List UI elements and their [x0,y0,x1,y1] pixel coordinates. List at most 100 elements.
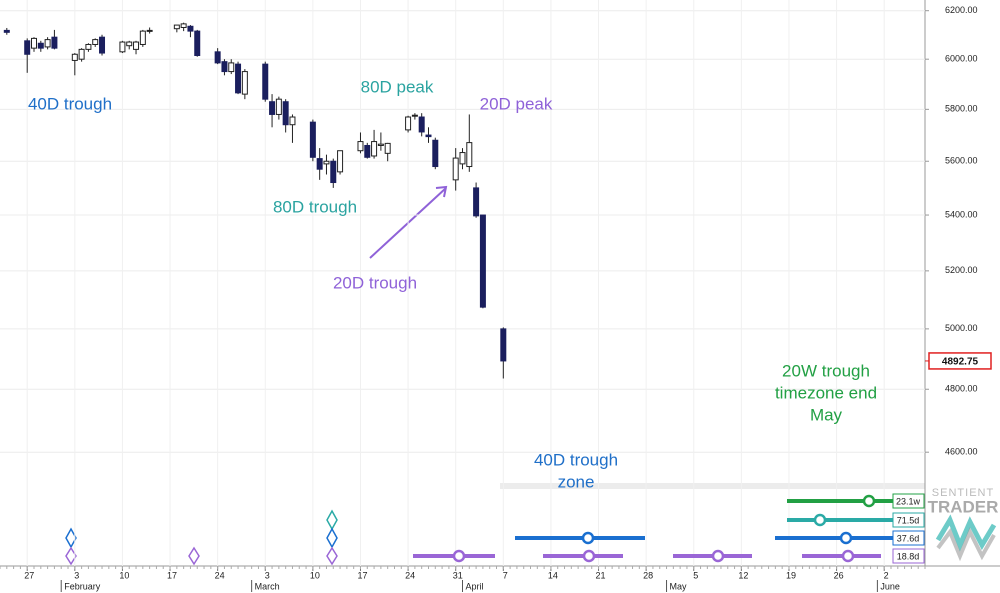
annotation: 20D trough [333,273,417,292]
y-tick-label: 6000.00 [945,54,978,64]
cycle-label: 37.6d [897,533,920,543]
x-tick-label: 5 [693,570,698,580]
cycle-center [711,549,725,563]
cycle-center [841,549,855,563]
candle-body [309,121,316,158]
last-price-box [928,352,992,370]
candle-body [194,30,201,57]
annotation: zone [558,472,595,491]
logo-line1: SENTIENT [932,487,994,499]
candle-body [432,139,439,168]
y-tick-label: 4600.00 [945,447,978,457]
candle-body [500,328,507,362]
candle-body [139,30,146,45]
candle-body [133,41,140,50]
x-tick-label: 12 [738,570,748,580]
diamond [326,546,338,566]
candle-body [228,62,235,73]
x-tick-label: 24 [405,570,415,580]
candle-body [364,144,371,158]
candle-body [473,187,480,217]
month-label: April [466,581,484,591]
month-label: June [880,581,900,591]
candle-body [119,41,126,53]
x-tick-label: 24 [215,570,225,580]
month-label: March [255,581,280,591]
x-tick-label: 19 [786,570,796,580]
month-label: May [670,581,688,591]
candle-body [146,29,153,32]
cycle-center [813,513,827,527]
candle-body [214,51,221,64]
cycle-center [862,494,876,508]
candle-body [466,142,473,168]
cycle-center [452,549,466,563]
cycle-label: 23.1w [896,496,921,506]
candle-body [92,39,99,45]
annotation: 20D peak [480,94,553,113]
cycle-label-box [892,548,925,564]
candle-body [337,150,344,173]
logo-line2: TRADER [928,497,999,516]
candle-body [452,157,459,181]
candle-body [71,53,78,61]
cycle-label: 18.8d [897,551,920,561]
x-tick-label: 17 [167,570,177,580]
y-tick-label: 5000.00 [945,323,978,333]
annotation: 80D peak [361,77,434,96]
candle-body [357,141,364,152]
candle-body [289,116,296,126]
zone-band [500,483,925,489]
arrow-head [435,185,448,198]
x-tick-label: 10 [119,570,129,580]
candle-body [85,43,92,50]
diamond [188,546,200,566]
candle-body [323,160,330,165]
cycle-label-box [892,512,925,528]
candle-body [3,29,10,33]
cycle-label: 71.5d [897,515,920,525]
candle-body [316,158,323,170]
candle-body [282,101,289,126]
candle-body [459,152,466,165]
x-tick-label: 2 [884,570,889,580]
candle-body [384,142,391,154]
candle-body [99,36,106,54]
month-label: February [64,581,101,591]
annotation: 20W trough [782,361,870,380]
candle-body [241,71,248,95]
candle-body [418,116,425,133]
candle-body [173,24,180,30]
x-tick-label: 3 [265,570,270,580]
candle-body [479,214,486,308]
candle-body [187,25,194,32]
y-tick-label: 5200.00 [945,265,978,275]
annotation: May [810,405,843,424]
candle-body [180,23,187,28]
x-tick-label: 26 [834,570,844,580]
x-tick-label: 31 [453,570,463,580]
candle-body [24,40,31,55]
candle-body [78,48,85,60]
logo-mark [936,527,996,562]
candle-body [377,143,384,146]
annotation: 80D trough [273,197,357,216]
annotation: timezone end [775,383,877,402]
candle-body [51,36,58,49]
last-price-label: 4892.75 [942,357,979,368]
x-tick-label: 21 [596,570,606,580]
candle-body [425,134,432,138]
cycle-center [839,531,853,545]
x-tick-label: 14 [548,570,558,580]
candle-body [262,63,269,100]
candle-body [221,61,228,73]
cycle-label-box [892,493,925,509]
y-tick-label: 5600.00 [945,156,978,166]
y-tick-label: 4800.00 [945,384,978,394]
candle-body [275,98,282,115]
candle-body [269,101,276,115]
x-tick-label: 27 [24,570,34,580]
